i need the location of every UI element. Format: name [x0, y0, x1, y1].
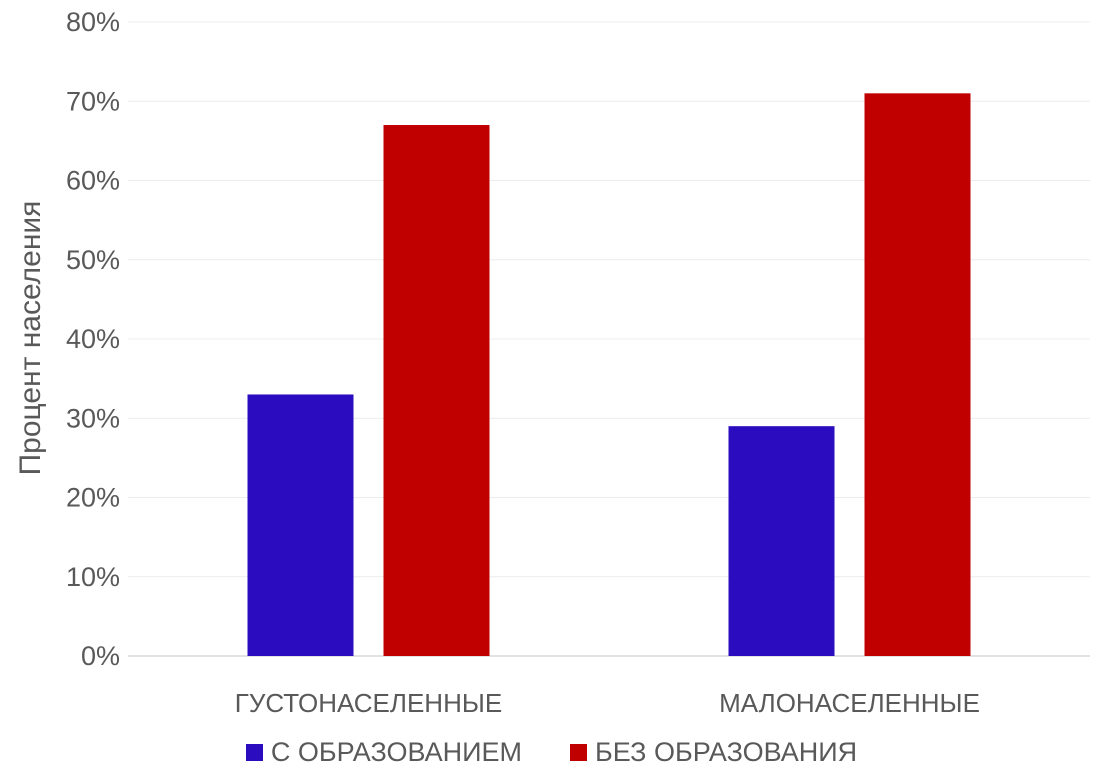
y-tick-label: 0%: [81, 641, 120, 671]
y-tick-label: 30%: [66, 403, 120, 433]
y-axis-ticks: 0% 10% 20% 30% 40% 50% 60% 70% 80%: [66, 7, 120, 671]
y-tick-label: 20%: [66, 483, 120, 513]
x-axis-categories: ГУСТОНАСЕЛЕННЫЕ МАЛОНАСЕЛЕННЫЕ: [235, 688, 980, 718]
legend-label-with-education: С ОБРАЗОВАНИЕМ: [270, 737, 523, 767]
y-tick-label: 80%: [66, 7, 120, 37]
legend: С ОБРАЗОВАНИЕМ БЕЗ ОБРАЗОВАНИЯ: [0, 737, 1103, 768]
legend-label-without-education: БЕЗ ОБРАЗОВАНИЯ: [595, 737, 858, 767]
y-axis-label: Процент населения: [14, 201, 47, 476]
x-category-label: ГУСТОНАСЕЛЕННЫЕ: [235, 688, 502, 718]
legend-item-without-education: БЕЗ ОБРАЗОВАНИЯ: [570, 737, 857, 768]
bar-with-education-sparse: [728, 426, 835, 656]
y-tick-label: 70%: [66, 86, 120, 116]
y-tick-label: 40%: [66, 324, 120, 354]
legend-swatch-with-education: [245, 744, 263, 761]
bar-without-education-dense: [383, 125, 490, 656]
legend-swatch-without-education: [570, 744, 588, 761]
bar-with-education-dense: [247, 394, 354, 656]
legend-item-with-education: С ОБРАЗОВАНИЕМ: [245, 737, 523, 768]
y-tick-label: 50%: [66, 245, 120, 275]
bar-without-education-sparse: [864, 93, 971, 656]
y-tick-label: 10%: [66, 562, 120, 592]
bars: [247, 93, 971, 656]
x-category-label: МАЛОНАСЕЛЕННЫЕ: [719, 688, 980, 718]
y-tick-label: 60%: [66, 166, 120, 196]
